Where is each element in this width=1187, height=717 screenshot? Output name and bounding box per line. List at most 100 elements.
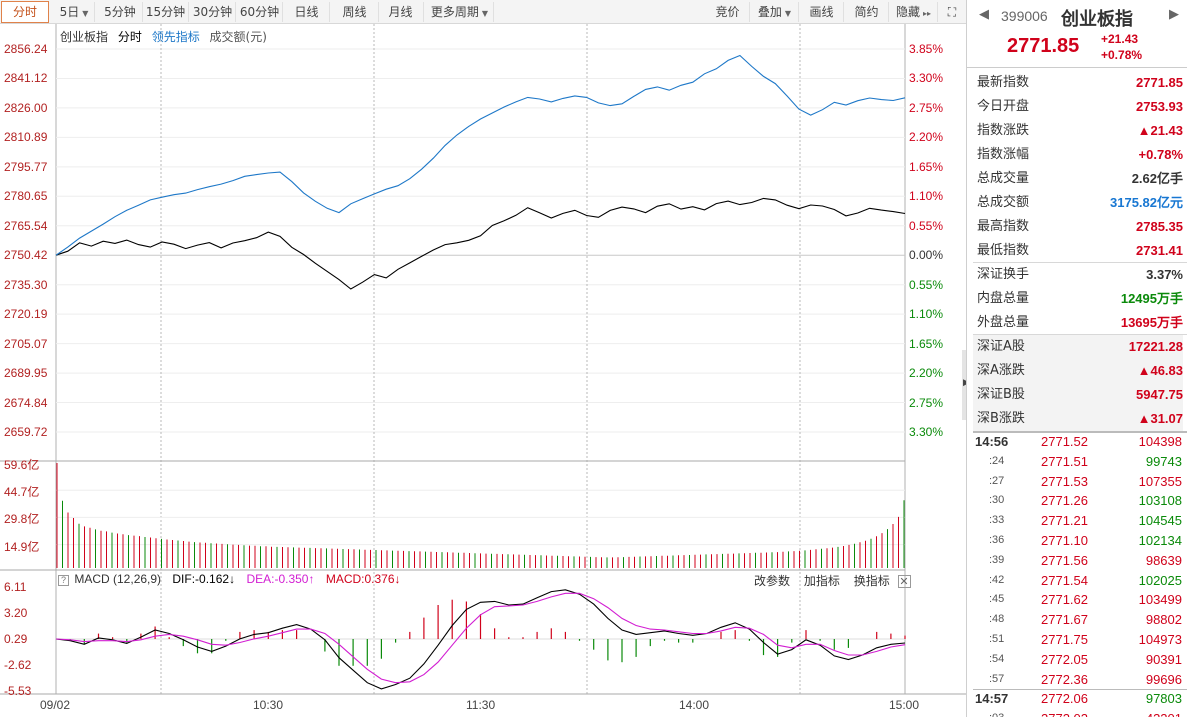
pct-tick-label: 2.75%: [909, 100, 944, 115]
tick-time: :45: [989, 593, 1005, 606]
quote-row: 总成交额 3175.82亿元: [973, 191, 1183, 215]
quote-value: ▲31.07: [1137, 411, 1183, 426]
toolbar-tab-label: 分时: [12, 5, 37, 19]
time-tick-label: 15:00: [889, 698, 920, 712]
price-tick-label: 2720.19: [4, 307, 48, 322]
switch-indicator-button[interactable]: 换指标: [853, 574, 890, 588]
price-tick-label: 2841.12: [4, 71, 48, 86]
pct-tick-label: 1.65%: [909, 159, 944, 174]
toolbar-right-3[interactable]: 简约: [845, 2, 889, 22]
toolbar-tab-6[interactable]: 日线: [284, 2, 330, 22]
quote-label: 总成交量: [977, 171, 1030, 186]
toolbar-tab-label: 30分钟: [192, 5, 233, 19]
tick-volume: 104398: [1138, 434, 1182, 449]
toolbar-tab-3[interactable]: 15分钟: [143, 2, 189, 22]
quote-row: 指数涨幅 +0.78%: [973, 143, 1183, 167]
toolbar-tab-9[interactable]: 更多周期 ▼: [426, 2, 494, 22]
quote-row: 深A涨跌 ▲46.83: [973, 359, 1183, 383]
leading-indicator-line: [55, 54, 906, 256]
quote-row: 总成交量 2.62亿手: [973, 167, 1183, 191]
tick-price: 2771.10: [1041, 533, 1088, 548]
tick-row: :30 2771.26 103108: [967, 491, 1187, 511]
tick-volume: 99696: [1145, 671, 1182, 687]
quote-label: 最低指数: [977, 243, 1030, 258]
quote-row: 深证换手 3.37%: [973, 263, 1183, 287]
toolbar-right-1[interactable]: 叠加 ▼: [751, 2, 799, 22]
change-params-button[interactable]: 改参数: [754, 574, 791, 588]
chevron-left-icon[interactable]: ◀: [979, 7, 989, 22]
tick-price: 2772.02: [1041, 709, 1088, 717]
chevron-right-icon[interactable]: ▶: [1169, 7, 1179, 22]
toolbar-tab-5[interactable]: 60分钟: [237, 2, 283, 22]
tick-volume: 90391: [1145, 651, 1182, 667]
quote-value: ▲46.83: [1137, 363, 1183, 378]
toolbar-right-4[interactable]: 隐藏 ▸▸: [890, 2, 938, 22]
close-icon[interactable]: ✕: [897, 575, 911, 588]
tick-volume: 97803: [1145, 691, 1182, 707]
price-tick-label: 2659.72: [4, 425, 48, 439]
tick-time: 14:56: [975, 434, 1009, 449]
quote-label: 今日开盘: [977, 99, 1030, 114]
toolbar-right-2[interactable]: 画线: [800, 2, 844, 22]
quote-value: 3175.82亿元: [1110, 195, 1183, 210]
quote-row: 指数涨跌 ▲21.43: [973, 119, 1183, 143]
tick-time: :51: [989, 633, 1005, 645]
tick-row: 14:57 2772.06 97803: [967, 689, 1187, 709]
tick-time: :54: [989, 652, 1005, 665]
toolbar-right-0[interactable]: 竞价: [706, 2, 750, 22]
quote-row: 最新指数 2771.85: [973, 71, 1183, 95]
price-change-pct: +0.78%: [1101, 48, 1143, 62]
tick-time: :48: [989, 613, 1005, 626]
pct-tick-label: 1.10%: [909, 189, 944, 204]
tick-time: :03: [989, 709, 1019, 717]
macd-settings-icon[interactable]: ?: [58, 575, 69, 586]
macd-tick-label: 0.29: [4, 632, 28, 646]
toolbar-tab-label: 5分钟: [104, 5, 136, 19]
add-indicator-button[interactable]: 加指标: [803, 574, 840, 588]
expand-icon[interactable]: ⛶: [947, 5, 957, 19]
macd-tick-label: -2.62: [4, 658, 32, 672]
leading-indicator-label[interactable]: 领先指标: [151, 30, 200, 44]
time-tick-label: 10:30: [253, 698, 284, 712]
pct-tick-label: 0.00%: [909, 248, 944, 263]
toolbar-tab-4[interactable]: 30分钟: [190, 2, 236, 22]
tick-time: :27: [989, 474, 1005, 487]
pct-tick-label: 0.55%: [909, 218, 944, 233]
toolbar-tab-0[interactable]: 分时: [1, 1, 49, 23]
dropdown-arrow-icon: ▼: [82, 9, 89, 18]
pct-tick-label: 3.85%: [909, 42, 944, 56]
hide-arrows-icon: ▸▸: [922, 9, 932, 18]
tick-price: 2771.52: [1041, 434, 1088, 449]
quote-label: 指数涨幅: [977, 147, 1030, 162]
chart-area[interactable]: 创业板指 分时 领先指标 成交额(元) ? MACD (12,26,9) DIF…: [0, 24, 966, 717]
tick-row: :33 2771.21 104545: [967, 511, 1187, 531]
quote-label: 最新指数: [977, 75, 1030, 90]
toolbar-tab-1[interactable]: 5日 ▼: [54, 2, 95, 22]
tick-volume: 103108: [1138, 493, 1182, 509]
quote-label: 指数涨跌: [977, 123, 1030, 138]
price-tick-label: 2856.24: [4, 42, 48, 56]
tick-time: :39: [989, 553, 1005, 566]
tick-price: 2772.36: [1041, 671, 1088, 687]
quote-label: 深证换手: [977, 267, 1030, 282]
quote-value: 2785.35: [1136, 219, 1183, 234]
time-tick-label: 09/02: [40, 698, 71, 712]
tick-price: 2771.54: [1041, 572, 1088, 588]
toolbar-tab-7[interactable]: 周线: [331, 2, 379, 22]
toolbar-tab-label: 5日: [59, 5, 80, 19]
period-toolbar: 分时 5日 ▼ 5分钟 15分钟 30分钟 60分钟 日线 周线 月线 更多周期 ▼ 竞价 叠加 ▼ 画线 简约…: [0, 0, 966, 24]
tick-row: :51 2771.75 104973: [967, 630, 1187, 650]
toolbar-right-label: 隐藏: [895, 5, 920, 19]
price-tick-label: 2689.95: [4, 366, 48, 381]
macd-tools: 改参数 加指标 换指标 ✕: [754, 572, 911, 589]
quote-value: 12495万手: [1120, 291, 1183, 306]
tick-price: 2771.21: [1041, 513, 1088, 529]
toolbar-tab-8[interactable]: 月线: [378, 2, 424, 22]
price-tick-label: 2810.89: [4, 130, 48, 145]
quote-value: 2.62亿手: [1131, 171, 1183, 186]
chart-canvas[interactable]: [0, 24, 966, 717]
quote-row: 深证B股 5947.75: [973, 383, 1183, 407]
quote-row: 最低指数 2731.41: [973, 239, 1183, 263]
toolbar-tab-2[interactable]: 5分钟: [98, 2, 143, 22]
pct-tick-label: 2.20%: [909, 366, 944, 381]
